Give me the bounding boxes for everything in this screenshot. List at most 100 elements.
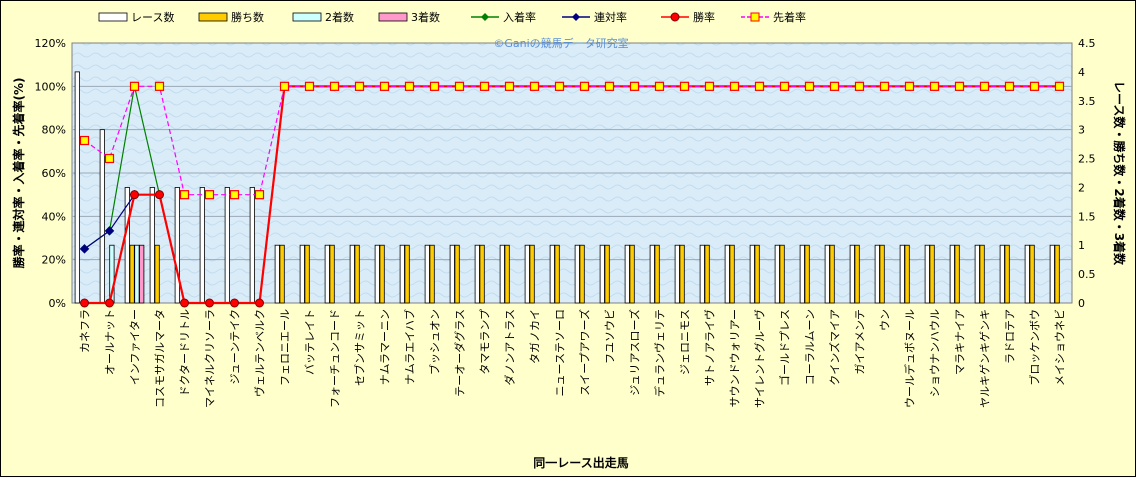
x-category-label: クインズマイア: [828, 309, 842, 386]
line-先着率: [84, 85, 1060, 196]
x-category-label: ブッシュオン: [428, 309, 442, 375]
bar-レース数: [624, 244, 630, 304]
point-先着率: [804, 81, 815, 91]
legend-marker: [670, 12, 680, 22]
point-先着率: [829, 81, 840, 91]
legend-item: 連対率: [562, 10, 627, 24]
point-先着率: [154, 81, 165, 91]
bar-レース数: [74, 71, 80, 304]
bar-レース数: [349, 244, 355, 304]
bar-レース数: [899, 244, 905, 304]
bar-レース数: [474, 244, 480, 304]
bar-勝ち数: [1004, 244, 1010, 304]
bar-レース数: [574, 244, 580, 304]
legend: レース数 勝ち数 2着数 3着数 入着率 連対率 勝率 先着率: [98, 10, 806, 24]
bar-レース数: [374, 244, 380, 304]
y-axis-right-title: レース数・勝ち数・2着数・3着数: [1112, 81, 1127, 266]
x-category-label: ニューステソーロ: [554, 309, 567, 396]
point-先着率: [604, 81, 615, 91]
point-先着率: [1029, 81, 1040, 91]
point-先着率: [879, 81, 890, 91]
bar-勝ち数: [354, 244, 360, 304]
x-category-label: ナムラエイハブ: [403, 309, 417, 385]
point-先着率: [629, 81, 640, 91]
x-axis-categories: カネフラ オールナット インファイター コスモサガルマータ ドクタードリトル マイネルクリ…: [79, 309, 1067, 408]
bar-勝ち数: [779, 244, 785, 304]
legend-swatch: [198, 12, 228, 22]
legend-item: 3着数: [378, 10, 440, 24]
legend-label: 先着率: [773, 10, 806, 24]
point-勝率: [155, 190, 164, 200]
legend-label: 入着率: [503, 10, 536, 24]
x-category-label: マイネルクリソーラ: [204, 309, 217, 408]
point-先着率: [304, 81, 315, 91]
bar-勝ち数: [329, 244, 335, 304]
x-category-label: カネフラ: [79, 309, 92, 353]
legend-item: 勝率: [661, 10, 715, 24]
bar-レース数: [949, 244, 955, 304]
point-先着率: [254, 190, 265, 200]
bar-レース数: [249, 187, 255, 304]
legend-swatch: [378, 12, 408, 22]
lines-layer: [79, 81, 1065, 308]
y-right-tick-label: 3: [1078, 124, 1085, 137]
bar-レース数: [824, 244, 830, 304]
x-category-label: ブロッケンボウ: [1028, 309, 1042, 386]
bar-勝ち数: [604, 244, 610, 304]
bar-勝ち数: [554, 244, 560, 304]
bar-レース数: [874, 244, 880, 304]
bar-勝ち数: [429, 244, 435, 304]
legend-swatch: [98, 12, 128, 22]
point-先着率: [754, 81, 765, 91]
x-category-label: ウン: [879, 309, 892, 331]
x-axis-title: 同一レース出走馬: [533, 455, 628, 470]
x-category-label: ヤルキゲンキゲンキ: [979, 309, 992, 408]
y-left-tick-label: 80%: [42, 124, 66, 137]
legend-label: 2着数: [325, 10, 354, 24]
point-勝率: [105, 298, 114, 308]
bar-勝ち数: [379, 244, 385, 304]
point-先着率: [1054, 81, 1065, 91]
legend-label: 3着数: [411, 10, 440, 24]
y-right-tick-label: 2: [1078, 181, 1085, 194]
x-category-label: セブンサミット: [353, 309, 367, 386]
x-category-label: フォーチュンコード: [329, 309, 342, 408]
bar-レース数: [424, 244, 430, 304]
point-先着率: [854, 81, 865, 91]
x-category-label: バッテレイト: [304, 309, 317, 375]
bar-勝ち数: [804, 244, 810, 304]
bar-レース数: [799, 244, 805, 304]
bar-勝ち数: [904, 244, 910, 304]
bar-勝ち数: [1029, 244, 1035, 304]
bar-勝ち数: [129, 244, 135, 304]
x-category-label: コスモサガルマータ: [154, 309, 167, 408]
legend-marker: [572, 13, 580, 21]
bar-レース数: [149, 187, 155, 304]
x-category-label: インファイター: [129, 309, 142, 385]
x-category-label: ジュリアスローズ: [628, 309, 642, 396]
point-先着率: [929, 81, 940, 91]
x-category-label: フユソウビ: [604, 309, 617, 364]
bar-レース数: [849, 244, 855, 304]
x-category-label: タガノカイ: [529, 309, 542, 364]
bar-レース数: [649, 244, 655, 304]
x-category-label: オールナット: [104, 309, 117, 375]
bars-layer: [74, 71, 1060, 304]
legend-marker: [750, 12, 760, 22]
legend-swatch: [292, 12, 322, 22]
bar-勝ち数: [504, 244, 510, 304]
point-先着率: [329, 81, 340, 91]
x-category-label: ショウナンハウル: [929, 309, 942, 397]
bar-レース数: [299, 244, 305, 304]
bar-レース数: [749, 244, 755, 304]
bar-勝ち数: [854, 244, 860, 304]
bar-レース数: [524, 244, 530, 304]
point-先着率: [454, 81, 465, 91]
point-先着率: [179, 190, 190, 200]
bar-レース数: [274, 244, 280, 304]
point-先着率: [529, 81, 540, 91]
x-category-label: デュランヴェリテ: [653, 309, 667, 397]
point-先着率: [479, 81, 490, 91]
point-先着率: [279, 81, 290, 91]
